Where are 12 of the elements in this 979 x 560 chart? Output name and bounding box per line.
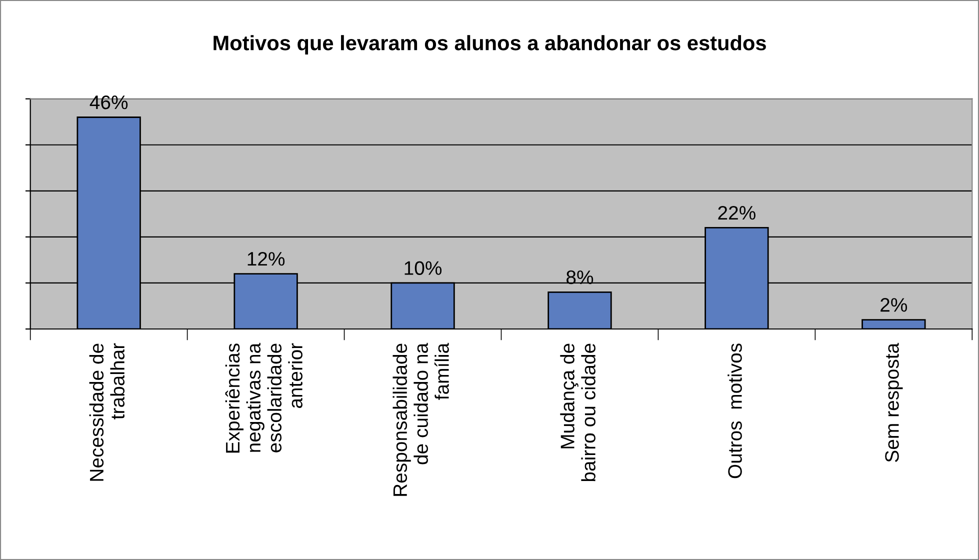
data-label: 22%: [718, 206, 756, 220]
data-label: 10%: [404, 261, 442, 275]
x-tick-label: Responsabilidade de cuidado na família: [392, 342, 449, 496]
x-tick-label: Mudança de bairro ou cidade: [560, 344, 596, 482]
x-tick-label: Experiências negativas na escolaridade anterior: [225, 342, 302, 453]
data-label: 2%: [880, 298, 908, 312]
chart-title: Motivos que levaram os alunos a abandonar os estudos: [214, 35, 766, 55]
x-tick-label: Necessidade de trabalhar: [89, 343, 125, 481]
x-tick-label: Sem resposta: [885, 342, 903, 462]
data-label: 12%: [248, 252, 285, 266]
data-label: 46%: [90, 95, 128, 110]
x-tick-label: Outros motivos: [728, 344, 742, 478]
